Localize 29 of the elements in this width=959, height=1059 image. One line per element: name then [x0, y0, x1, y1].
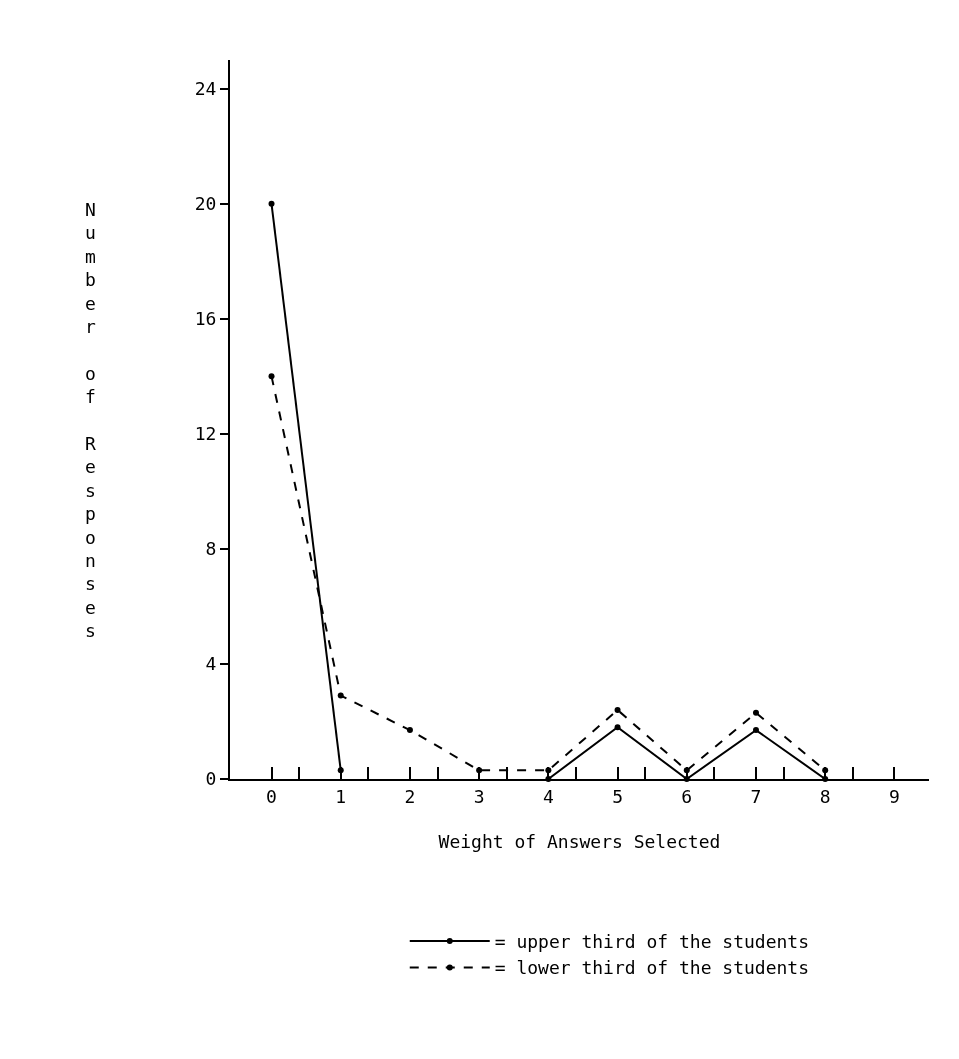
- text: Number of Responses: [85, 199, 96, 642]
- point: [614, 706, 621, 713]
- x-tick-label: 8: [819, 785, 831, 807]
- y-tick-label: 8: [205, 538, 217, 560]
- x-tick-label: 9: [888, 785, 900, 807]
- point: [268, 200, 275, 207]
- y-tick-label: 16: [194, 308, 217, 330]
- point: [752, 727, 759, 734]
- y-tick-label: 20: [194, 193, 217, 215]
- x-tick-label: 5: [612, 785, 623, 807]
- point: [752, 709, 759, 716]
- legend-label: = lower third of the students: [494, 957, 810, 979]
- x-tick-label: 3: [473, 785, 485, 807]
- x-tick-label: 1: [335, 785, 347, 807]
- y-tick-label: 24: [194, 78, 217, 100]
- x-tick-label: 0: [266, 785, 277, 807]
- y-tick-label: 0: [205, 768, 217, 790]
- x-tick-label: 2: [404, 785, 416, 807]
- point: [268, 373, 275, 380]
- x-tick-label: 7: [750, 785, 762, 807]
- x-tick-label: 4: [542, 785, 554, 807]
- y-tick-label: 12: [194, 423, 217, 445]
- point: [406, 727, 413, 734]
- legend-label: = upper third of the students: [494, 931, 810, 953]
- x-tick-label: 6: [681, 785, 693, 807]
- x-axis-title: Weight of Answers Selected: [438, 831, 721, 853]
- point: [337, 692, 344, 699]
- y-tick-label: 4: [205, 653, 217, 675]
- point: [614, 724, 621, 731]
